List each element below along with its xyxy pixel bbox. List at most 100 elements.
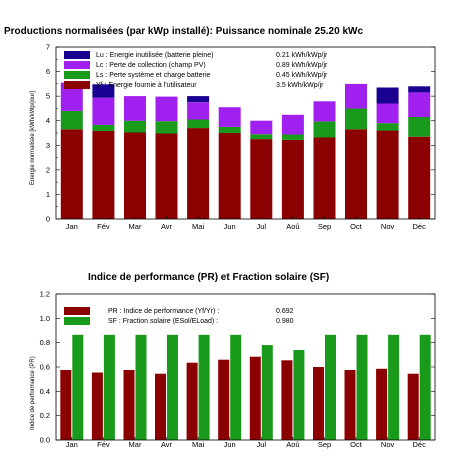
performance-chart: Indice de performance (PR) et Fraction s… bbox=[30, 272, 436, 449]
chart1-legend-value: 0.89 kWh/kWp/jr bbox=[276, 62, 328, 69]
chart1-bar-lc bbox=[187, 102, 210, 120]
chart2-ylabel: Indice de performance (PR) bbox=[30, 356, 36, 430]
chart2-y-tick-label: 0.6 bbox=[40, 363, 50, 372]
chart2-x-tick-label: Nov bbox=[381, 440, 395, 449]
chart1-y-tick-label: 2 bbox=[46, 165, 50, 174]
chart1-legend-swatch bbox=[64, 51, 90, 59]
chart1-legend-label: Ls : Perte système et charge batterie bbox=[96, 72, 210, 79]
chart2-bar-sf bbox=[198, 334, 210, 440]
chart2-bar-pr bbox=[407, 373, 419, 440]
chart1-bar-lc bbox=[408, 92, 431, 118]
chart2-axes: Jan Fév Mar Avr Mai Jun Jul Aoû Sep Oct Nov Déc 0.0 0… bbox=[40, 290, 435, 449]
chart2-bar-sf bbox=[325, 334, 336, 440]
chart1-y-tick-label: 4 bbox=[46, 116, 50, 125]
chart2-bar-pr bbox=[313, 367, 324, 440]
chart1-legend-value: 0.45 kWh/kWp/jr bbox=[276, 72, 328, 79]
chart1-x-tick-label: Jan bbox=[66, 222, 78, 231]
chart1-x-tick-label: Jun bbox=[224, 222, 236, 231]
chart2-bar-sf bbox=[72, 334, 84, 440]
chart1-bar-ls bbox=[408, 117, 431, 137]
chart1-bar-ls bbox=[281, 134, 304, 140]
chart1-bar-lc bbox=[60, 82, 83, 111]
chart2-bar-sf bbox=[293, 350, 305, 440]
chart1-legend-swatch bbox=[64, 71, 90, 79]
chart1-bar-ls bbox=[60, 110, 83, 130]
chart1-bar-ls bbox=[187, 119, 210, 129]
chart2-y-tick-label: 0.0 bbox=[40, 436, 50, 445]
chart2-bars bbox=[60, 334, 431, 440]
chart1-bar-lc bbox=[376, 103, 399, 124]
chart2-y-tick-label: 0.4 bbox=[40, 387, 50, 396]
chart1-x-tick-label: Aoû bbox=[286, 222, 299, 231]
chart2-x-tick-label: Jul bbox=[257, 440, 267, 449]
chart2-bar-pr bbox=[186, 362, 198, 440]
chart2-legend-label: PR : Indice de performance (Yf/Yr) : bbox=[108, 308, 219, 315]
chart1-legend-swatch bbox=[64, 61, 90, 69]
chart2-bar-pr bbox=[60, 370, 72, 440]
chart2-bar-pr bbox=[123, 370, 135, 440]
chart1-legend-value: 3.5 kWh/kWp/jr bbox=[276, 82, 324, 89]
chart1-bar-yf bbox=[250, 139, 273, 219]
chart1-bar-ls bbox=[124, 120, 146, 133]
chart1-bar-yf bbox=[92, 131, 115, 219]
chart2-bar-pr bbox=[218, 359, 230, 440]
chart1-bar-lc bbox=[155, 96, 178, 122]
chart1-bar-yf bbox=[187, 128, 210, 219]
chart1-legend-value: 0.21 kWh/kWp/jr bbox=[276, 52, 328, 59]
chart2-x-tick-label: Aoû bbox=[286, 440, 299, 449]
chart2-x-tick-label: Sep bbox=[318, 440, 331, 449]
chart1-bar-lu bbox=[187, 96, 210, 103]
chart2-x-tick-label: Mai bbox=[192, 440, 204, 449]
chart1-bar-yf bbox=[313, 137, 336, 219]
chart1-bar-lc bbox=[345, 83, 367, 109]
chart1-bar-yf bbox=[281, 139, 304, 219]
chart1-x-tick-label: Jul bbox=[257, 222, 267, 231]
chart2-x-tick-label: Déc bbox=[413, 440, 427, 449]
chart2-bar-sf bbox=[135, 334, 147, 440]
chart1-y-tick-label: 1 bbox=[46, 190, 50, 199]
chart2-bar-pr bbox=[281, 360, 293, 440]
chart1-x-tick-label: Déc bbox=[413, 222, 427, 231]
chart2-bar-sf bbox=[261, 345, 273, 440]
chart2-y-tick-label: 0.8 bbox=[40, 338, 50, 347]
chart2-x-tick-label: Fév bbox=[97, 440, 110, 449]
chart2-x-tick-label: Avr bbox=[161, 440, 173, 449]
chart2-y-tick-label: 0.2 bbox=[40, 411, 50, 420]
chart2-y-tick-label: 1.2 bbox=[40, 290, 50, 299]
chart1-legend: Lu : Energie inutilisée (batterie pleine… bbox=[64, 51, 328, 89]
chart1-x-tick-label: Avr bbox=[161, 222, 173, 231]
chart2-bar-sf bbox=[167, 334, 178, 440]
chart1-bar-lu bbox=[376, 87, 399, 104]
chart1-bar-yf bbox=[218, 133, 241, 219]
chart1-ylabel: Energie normalisée [kWh/kWp/jour] bbox=[30, 91, 36, 185]
chart1-bar-yf bbox=[408, 136, 431, 219]
chart1-bars bbox=[60, 82, 431, 219]
chart2-legend: PR : Indice de performance (Yf/Yr) : 0.69… bbox=[64, 307, 294, 325]
chart1-y-tick-label: 0 bbox=[46, 215, 50, 224]
chart1-y-tick-label: 6 bbox=[46, 67, 50, 76]
chart1-bar-ls bbox=[218, 126, 241, 133]
chart2-bar-pr bbox=[376, 368, 388, 440]
chart2-x-tick-label: Mar bbox=[129, 440, 142, 449]
chart1-x-tick-label: Oct bbox=[350, 222, 363, 231]
chart2-title: Indice de performance (PR) et Fraction s… bbox=[88, 272, 329, 283]
chart1-bar-yf bbox=[345, 129, 367, 219]
chart2-legend-value: 0.980 bbox=[276, 318, 294, 325]
chart2-x-tick-label: Oct bbox=[350, 440, 363, 449]
chart2-bar-sf bbox=[230, 334, 242, 440]
chart2-x-tick-label: Jan bbox=[66, 440, 78, 449]
chart2-bar-sf bbox=[103, 334, 115, 440]
chart1-x-tick-label: Nov bbox=[381, 222, 395, 231]
chart1-bar-ls bbox=[155, 121, 178, 134]
chart1-y-tick-label: 3 bbox=[46, 141, 50, 150]
chart2-x-tick-label: Jun bbox=[224, 440, 236, 449]
chart1-y-tick-label: 7 bbox=[46, 43, 50, 52]
chart1-bar-lc bbox=[124, 96, 146, 121]
chart1-bar-yf bbox=[376, 130, 399, 219]
chart1-legend-label: Lc : Perte de collection (champ PV) bbox=[96, 62, 206, 69]
chart1-bar-lu bbox=[408, 86, 431, 93]
chart2-bar-sf bbox=[388, 334, 400, 440]
chart1-bar-ls bbox=[250, 134, 273, 140]
chart1-bar-lc bbox=[313, 101, 336, 122]
chart2-bar-sf bbox=[356, 334, 368, 440]
